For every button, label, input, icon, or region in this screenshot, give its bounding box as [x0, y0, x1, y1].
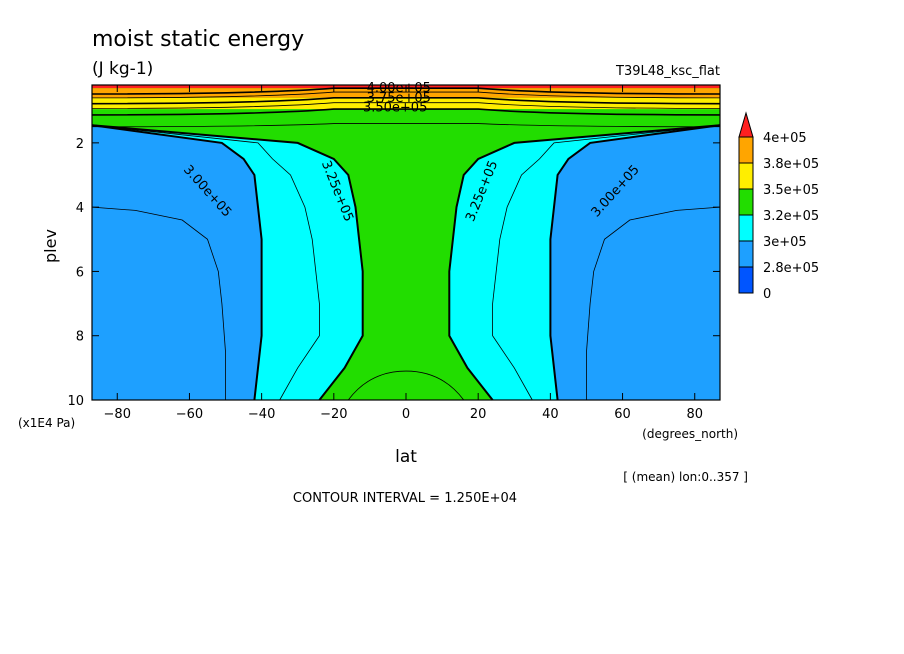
run-name: T39L48_ksc_flat — [615, 64, 720, 79]
contour-plot: 4.00e+053.75e+053.50e+053.00e+05 3.25e+05… — [91, 81, 721, 401]
contour-3375k-top — [91, 123, 721, 128]
colorbar-swatch — [738, 162, 754, 190]
y-tick-label: 8 — [76, 330, 84, 345]
x-tick-label: −80 — [104, 407, 131, 422]
colorbar-arrow — [738, 111, 754, 138]
contour-3375k-bottom — [347, 370, 465, 401]
band-280k-south — [92, 125, 262, 400]
contour-3125k-south — [91, 124, 320, 401]
x-axis-units: (degrees_north) — [642, 427, 738, 441]
y-tick-label: 6 — [76, 265, 84, 280]
contour-2875k-north — [586, 206, 721, 400]
colorbar-label: 3.8e+05 — [763, 157, 819, 172]
contour-300k-north — [549, 124, 721, 401]
y-axis-label: plev — [41, 229, 60, 263]
colorbar-swatch — [738, 188, 754, 216]
contour-top-2 — [91, 97, 721, 105]
contour-top-3 — [91, 102, 721, 109]
x-tick-label: 20 — [470, 407, 487, 422]
x-tick-label: −60 — [176, 407, 203, 422]
x-tick-label: 80 — [686, 407, 703, 422]
contour-325k-north — [448, 124, 721, 401]
contour-300k-south — [91, 124, 263, 401]
band-350k — [92, 97, 720, 110]
colorbar-label: 0 — [763, 287, 771, 302]
contour-label: 3.50e+05 — [363, 101, 427, 116]
x-axis-label: lat — [395, 447, 417, 467]
contour-2875k-south — [91, 206, 226, 400]
colorbar-swatch — [738, 266, 754, 294]
contour-3125k-north — [492, 124, 721, 401]
x-tick-label: 40 — [542, 407, 559, 422]
plot-axes: −80 −60 −40 −20 0 20 40 60 80 2 4 6 8 10 — [67, 84, 721, 422]
y-axis-units: (x1E4 Pa) — [18, 416, 75, 430]
colorbar-label: 4e+05 — [763, 131, 807, 146]
colorbar-label: 2.8e+05 — [763, 261, 819, 276]
colorbar-label: 3.5e+05 — [763, 183, 819, 198]
x-tick-label: 0 — [402, 407, 410, 422]
y-tick-label: 4 — [76, 201, 84, 216]
y-tick-label: 2 — [76, 137, 84, 152]
contour-top-1 — [91, 91, 721, 99]
x-tick-label: 60 — [614, 407, 631, 422]
x-tick-label: −20 — [320, 407, 347, 422]
chart-title: moist static energy — [92, 27, 304, 52]
band-280k-north — [550, 125, 720, 400]
colorbar-label: 3e+05 — [763, 235, 807, 250]
contour-325k-south — [91, 124, 364, 401]
y-tick-label: 10 — [67, 394, 84, 409]
colorbar: 4e+05 3.8e+05 3.5e+05 3.2e+05 3e+05 2.8e+05 0 — [738, 111, 819, 302]
colorbar-swatch — [738, 136, 754, 164]
colorbar-swatch — [738, 214, 754, 242]
contour-top-4 — [91, 108, 721, 116]
x-tick-label: −40 — [248, 407, 275, 422]
colorbar-swatch — [738, 240, 754, 268]
mean-note: [ (mean) lon:0..357 ] — [623, 470, 748, 484]
band-380k — [92, 88, 720, 98]
chart-units: (J kg-1) — [92, 59, 153, 79]
contour-interval-note: CONTOUR INTERVAL = 1.250E+04 — [293, 491, 517, 506]
colorbar-label: 3.2e+05 — [763, 209, 819, 224]
contour-label: 3.75e+05 — [367, 91, 431, 106]
